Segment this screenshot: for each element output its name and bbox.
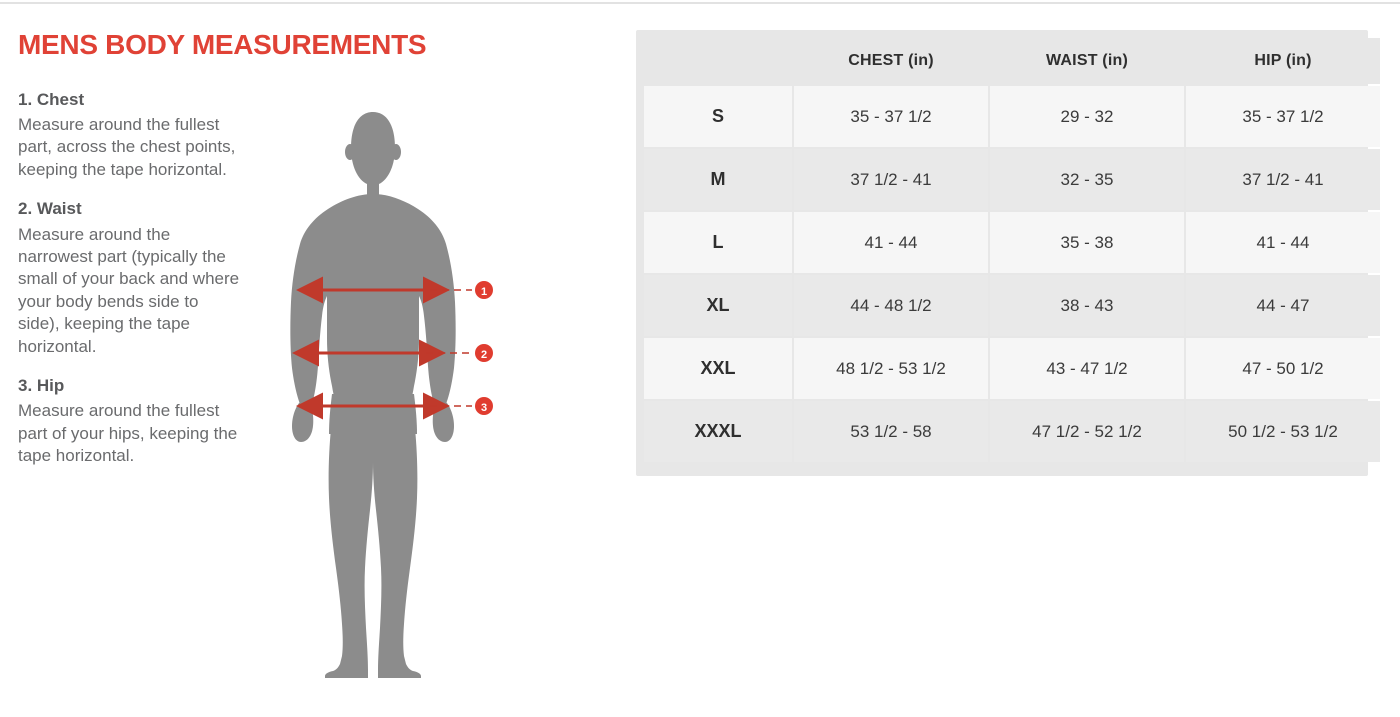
step-body-hip: Measure around the fullest part of your …: [18, 401, 238, 466]
cell-hip: 50 1/2 - 53 1/2: [1186, 401, 1380, 462]
cell-waist: 35 - 38: [990, 212, 1184, 273]
table-row: XL 44 - 48 1/2 38 - 43 44 - 47: [644, 275, 1380, 336]
cell-hip: 35 - 37 1/2: [1186, 86, 1380, 147]
cell-chest: 41 - 44: [794, 212, 988, 273]
table-header-row: CHEST (in) WAIST (in) HIP (in): [644, 38, 1380, 84]
cell-hip: 47 - 50 1/2: [1186, 338, 1380, 399]
cell-waist: 32 - 35: [990, 149, 1184, 210]
cell-size: L: [644, 212, 792, 273]
step-body-waist: Measure around the narrowest part (typic…: [18, 224, 240, 356]
column-header-chest: CHEST (in): [794, 38, 988, 84]
cell-hip: 41 - 44: [1186, 212, 1380, 273]
marker-label-3: 3: [481, 402, 487, 414]
marker-badge-3: 3: [475, 397, 493, 415]
cell-waist: 29 - 32: [990, 86, 1184, 147]
table-row: L 41 - 44 35 - 38 41 - 44: [644, 212, 1380, 273]
page-title: MENS BODY MEASUREMENTS: [18, 29, 427, 60]
cell-chest: 48 1/2 - 53 1/2: [794, 338, 988, 399]
cell-size: M: [644, 149, 792, 210]
cell-chest: 37 1/2 - 41: [794, 149, 988, 210]
cell-size: XXL: [644, 338, 792, 399]
male-silhouette: [290, 112, 456, 678]
instruction-step-chest: 1. Chest Measure around the fullest part…: [18, 89, 278, 182]
size-table-container: CHEST (in) WAIST (in) HIP (in) S 35 - 37…: [636, 30, 1380, 476]
body-figure: 1 2 3: [276, 110, 526, 680]
top-divider: [0, 2, 1400, 4]
cell-waist: 47 1/2 - 52 1/2: [990, 401, 1184, 462]
step-heading-waist: 2. Waist: [18, 199, 82, 219]
column-header-hip: HIP (in): [1186, 38, 1380, 84]
table-row: XXXL 53 1/2 - 58 47 1/2 - 52 1/2 50 1/2 …: [644, 401, 1380, 462]
marker-label-1: 1: [481, 286, 487, 298]
cell-size: S: [644, 86, 792, 147]
size-table: CHEST (in) WAIST (in) HIP (in) S 35 - 37…: [642, 36, 1382, 464]
instructions-panel: MENS BODY MEASUREMENTS 1. Chest Measure …: [18, 29, 427, 485]
cell-chest: 44 - 48 1/2: [794, 275, 988, 336]
cell-waist: 38 - 43: [990, 275, 1184, 336]
cell-waist: 43 - 47 1/2: [990, 338, 1184, 399]
table-row: XXL 48 1/2 - 53 1/2 43 - 47 1/2 47 - 50 …: [644, 338, 1380, 399]
table-row: S 35 - 37 1/2 29 - 32 35 - 37 1/2: [644, 86, 1380, 147]
step-body-chest: Measure around the fullest part, across …: [18, 115, 236, 179]
marker-badge-2: 2: [475, 344, 493, 362]
cell-size: XL: [644, 275, 792, 336]
marker-badge-1: 1: [475, 281, 493, 299]
column-header-size: [644, 38, 792, 84]
step-heading-chest: 1. Chest: [18, 89, 85, 109]
marker-label-2: 2: [481, 349, 487, 361]
step-heading-hip: 3. Hip: [18, 376, 65, 396]
table-row: M 37 1/2 - 41 32 - 35 37 1/2 - 41: [644, 149, 1380, 210]
column-header-waist: WAIST (in): [990, 38, 1184, 84]
cell-hip: 44 - 47: [1186, 275, 1380, 336]
instruction-step-waist: 2. Waist Measure around the narrowest pa…: [18, 198, 278, 358]
cell-hip: 37 1/2 - 41: [1186, 149, 1380, 210]
cell-chest: 35 - 37 1/2: [794, 86, 988, 147]
cell-chest: 53 1/2 - 58: [794, 401, 988, 462]
cell-size: XXXL: [644, 401, 792, 462]
instruction-step-hip: 3. Hip Measure around the fullest part o…: [18, 375, 278, 468]
